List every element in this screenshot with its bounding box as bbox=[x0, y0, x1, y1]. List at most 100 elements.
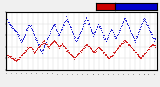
Point bbox=[93, 31, 96, 33]
Point bbox=[83, 20, 85, 22]
Point bbox=[8, 21, 10, 23]
Point bbox=[91, 31, 93, 32]
Point bbox=[60, 44, 62, 45]
Point bbox=[61, 45, 64, 46]
Point bbox=[134, 52, 136, 53]
Point bbox=[124, 19, 126, 20]
Point bbox=[64, 47, 67, 49]
Point bbox=[48, 46, 51, 47]
Point bbox=[30, 29, 33, 31]
Point bbox=[76, 54, 78, 55]
Point bbox=[71, 56, 74, 57]
Point bbox=[127, 25, 129, 26]
Point bbox=[117, 45, 120, 46]
Point bbox=[91, 32, 94, 34]
Point bbox=[66, 50, 68, 52]
Point bbox=[35, 39, 38, 41]
Point bbox=[16, 33, 18, 34]
Point bbox=[41, 42, 43, 43]
Point bbox=[65, 19, 68, 20]
Point bbox=[77, 35, 80, 37]
Point bbox=[33, 51, 35, 53]
Point bbox=[51, 41, 54, 42]
Point bbox=[39, 43, 42, 45]
Point bbox=[138, 55, 140, 57]
Point bbox=[15, 60, 17, 61]
Point bbox=[66, 20, 68, 22]
Point bbox=[63, 45, 66, 47]
Point bbox=[9, 56, 12, 58]
Point bbox=[74, 41, 77, 42]
Point bbox=[144, 19, 147, 20]
Point bbox=[131, 49, 134, 50]
Point bbox=[58, 34, 61, 35]
Point bbox=[75, 40, 78, 41]
Point bbox=[151, 36, 154, 38]
Point bbox=[113, 52, 116, 53]
Point bbox=[145, 51, 147, 53]
Point bbox=[116, 48, 119, 49]
Point bbox=[79, 30, 82, 31]
Point bbox=[6, 54, 9, 56]
Point bbox=[61, 24, 64, 26]
Point bbox=[140, 23, 143, 24]
Point bbox=[125, 41, 127, 42]
Point bbox=[103, 52, 106, 53]
Point bbox=[127, 27, 130, 29]
Point bbox=[137, 53, 139, 54]
Point bbox=[115, 50, 117, 51]
Point bbox=[60, 29, 63, 31]
Point bbox=[39, 49, 41, 51]
Point bbox=[150, 45, 152, 47]
Point bbox=[78, 34, 80, 35]
Point bbox=[48, 35, 50, 36]
Point bbox=[71, 55, 73, 56]
Point bbox=[56, 31, 58, 32]
Point bbox=[101, 32, 103, 33]
Point bbox=[74, 56, 77, 57]
Point bbox=[87, 23, 89, 25]
Point bbox=[90, 48, 93, 50]
Point bbox=[120, 43, 122, 44]
Point bbox=[146, 49, 148, 50]
Point bbox=[10, 58, 13, 59]
Point bbox=[137, 31, 139, 32]
Point bbox=[111, 54, 114, 56]
Point bbox=[130, 46, 132, 47]
Point bbox=[92, 52, 95, 53]
Point bbox=[51, 42, 53, 43]
Point bbox=[124, 19, 127, 21]
Point bbox=[66, 20, 69, 21]
Point bbox=[132, 37, 135, 38]
Point bbox=[16, 60, 18, 61]
Point bbox=[98, 46, 100, 48]
Point bbox=[33, 50, 36, 52]
Point bbox=[61, 26, 64, 28]
Point bbox=[70, 28, 72, 30]
Point bbox=[57, 45, 59, 46]
Point bbox=[52, 24, 55, 26]
Point bbox=[126, 43, 129, 45]
Point bbox=[148, 46, 151, 48]
Point bbox=[43, 45, 45, 46]
Point bbox=[76, 52, 79, 54]
Point bbox=[52, 25, 54, 27]
Point bbox=[134, 37, 137, 39]
Point bbox=[69, 53, 72, 54]
Point bbox=[116, 35, 119, 36]
Point bbox=[18, 39, 21, 41]
Point bbox=[85, 43, 88, 44]
Point bbox=[145, 51, 148, 52]
Point bbox=[7, 21, 10, 23]
Point bbox=[128, 44, 130, 46]
Point bbox=[99, 28, 102, 29]
Point bbox=[41, 42, 44, 44]
Point bbox=[136, 54, 138, 55]
Point bbox=[145, 24, 148, 25]
Point bbox=[140, 25, 142, 27]
Point bbox=[50, 43, 53, 44]
Point bbox=[28, 26, 31, 27]
Point bbox=[114, 37, 117, 39]
Point bbox=[90, 29, 92, 31]
Point bbox=[147, 26, 150, 28]
